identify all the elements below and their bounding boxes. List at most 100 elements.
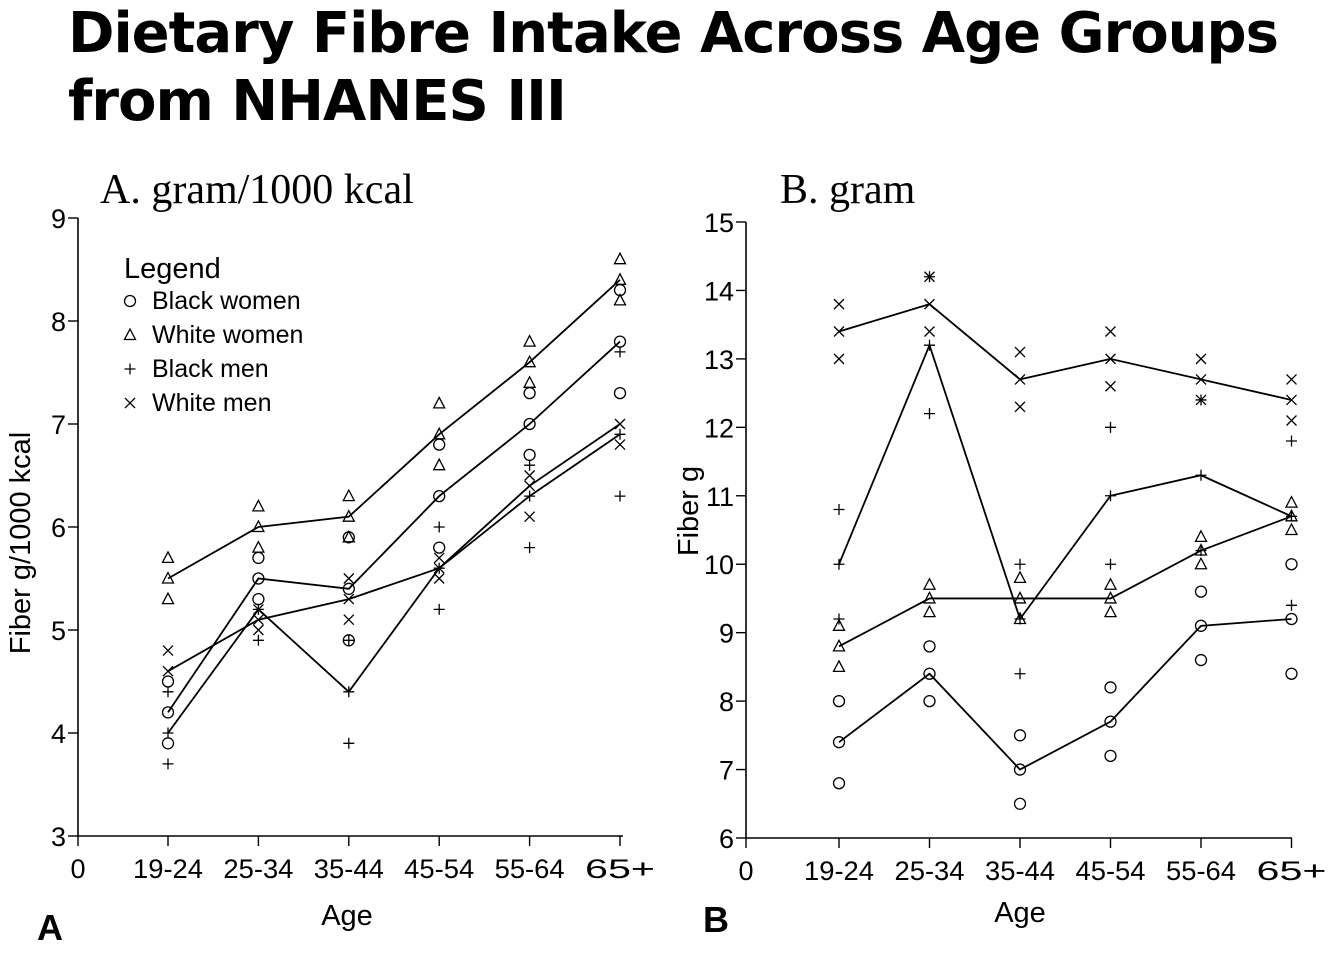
b-point-black-men: [1105, 490, 1116, 502]
b-x-tick-label: 25-34: [895, 856, 965, 886]
a-point-white-women: [161, 571, 175, 584]
a-point-black-women: [342, 582, 355, 595]
a-series-line-white-women: [167, 279, 621, 580]
b-point-white-men: [833, 326, 845, 337]
b-y-tick-label: 10: [704, 550, 734, 580]
b-scatter-point-white-women: [1013, 611, 1027, 625]
a-scatter-point-black-women: [252, 592, 265, 606]
a-scatter-point-white-men: [524, 470, 536, 481]
a-scatter-point-white-women: [613, 292, 627, 306]
a-scatter-point-black-women: [342, 531, 355, 544]
a-x-tick-label: 25-34: [223, 854, 293, 884]
b-y-tick-label: 14: [704, 276, 734, 306]
a-legend-label-white-women: White women: [152, 321, 303, 349]
b-scatter-point-black-men: [1286, 599, 1297, 611]
a-scatter-point-black-men: [433, 603, 445, 615]
b-scatter-point-black-men: [924, 271, 935, 283]
a-series-black-men: [162, 346, 626, 770]
a-scatter-point-black-men: [162, 758, 174, 770]
a-scatter-point-black-men: [162, 686, 174, 698]
b-scatter-point-black-women: [1104, 749, 1117, 763]
b-scatter-point-white-women: [922, 577, 937, 590]
title-line-2: from NHANES III: [68, 69, 567, 134]
a-x-tick-label: 35-44: [314, 854, 384, 884]
a-scatter-point-white-men: [343, 614, 355, 626]
b-y-tick-label: 12: [704, 413, 734, 443]
a-scatter-point-white-women: [251, 540, 265, 553]
a-series-line-white-men: [167, 423, 621, 672]
b-point-white-men: [924, 298, 935, 310]
a-y-tick-label: 3: [51, 822, 66, 852]
a-legend-label-black-women: Black women: [152, 287, 301, 315]
a-legend-marker-white-men: [124, 397, 136, 409]
a-scatter-point-black-women: [161, 737, 175, 750]
a-legend-label-black-men: Black men: [152, 355, 269, 383]
b-point-black-women: [1013, 763, 1027, 776]
b-y-tick-label: 11: [706, 482, 734, 512]
a-scatter-point-black-women: [161, 675, 175, 688]
b-x-tick-label: 19-24: [804, 856, 874, 886]
b-scatter-point-black-men: [1105, 558, 1116, 570]
b-y-axis-label: Fiber g: [673, 466, 705, 556]
b-scatter-point-white-women: [922, 604, 937, 618]
b-scatter-point-black-women: [1013, 729, 1027, 742]
b-scatter-point-black-women: [832, 777, 846, 790]
a-scatter-point-black-men: [433, 521, 445, 533]
b-point-white-women: [1194, 543, 1208, 556]
b-scatter-point-white-men: [833, 298, 845, 310]
a-scatter-point-white-women: [251, 498, 265, 512]
panel-a-subtitle: A. gram/1000 kcal: [100, 167, 414, 213]
panel-a: A. gram/1000 kcal A 3 4 5 6 7 8 9 0 19-24 25-34 35…: [5, 167, 655, 948]
b-point-white-men: [1014, 373, 1026, 385]
a-scatter-point-white-men: [433, 552, 445, 564]
a-scatter-point-white-men: [524, 511, 536, 523]
a-series-line-black-women: [167, 340, 621, 713]
b-scatter-point-white-women: [1013, 570, 1027, 584]
b-scatter-point-white-women: [1194, 529, 1208, 542]
a-scatter-point-white-women: [161, 591, 175, 605]
b-series-line-black-men: [838, 342, 1292, 621]
a-point-white-men: [614, 418, 626, 430]
b-series-white-men: [833, 271, 1297, 426]
b-scatter-point-black-women: [1285, 667, 1298, 680]
b-y-tick-label: 9: [719, 619, 734, 649]
b-point-black-women: [832, 736, 846, 749]
b-series-line-white-women: [838, 515, 1292, 648]
b-point-white-men: [1105, 353, 1116, 365]
panel-a-letter: A: [37, 907, 63, 948]
a-point-black-men: [343, 686, 355, 698]
a-scatter-point-white-men: [433, 573, 445, 584]
a-point-black-men: [162, 727, 174, 739]
a-scatter-point-white-women: [161, 550, 175, 564]
b-scatter-point-black-men: [1195, 394, 1207, 406]
a-point-white-men: [343, 593, 355, 605]
b-scatter-point-white-women: [832, 618, 846, 631]
b-point-white-men: [1286, 394, 1297, 406]
a-legend-label-white-men: White men: [152, 389, 271, 417]
b-x-tick-label: 35-44: [985, 856, 1055, 886]
b-scatter-point-white-men: [1195, 353, 1207, 365]
a-scatter-point-black-men: [524, 459, 536, 471]
a-scatter-point-white-men: [343, 573, 355, 584]
b-scatter-point-white-women: [1284, 522, 1299, 536]
a-point-black-men: [524, 490, 536, 502]
a-scatter-point-black-women: [433, 541, 446, 554]
a-x-tick-label: 19-24: [133, 854, 203, 884]
a-x-tick-label: 55-64: [495, 854, 565, 884]
b-x-tick-label: 45-54: [1076, 856, 1146, 886]
b-y-tick-label: 13: [704, 345, 734, 375]
b-scatter-point-black-women: [923, 640, 936, 653]
b-scatter-point-white-men: [1014, 401, 1026, 413]
b-scatter-point-white-men: [1105, 326, 1116, 337]
b-point-white-women: [832, 638, 846, 652]
a-x-origin-label: 0: [70, 854, 85, 884]
b-series-line-black-women: [838, 618, 1292, 771]
a-point-white-women: [523, 354, 537, 368]
b-scatter-point-black-women: [832, 694, 846, 708]
b-scatter-point-black-women: [1194, 653, 1208, 667]
title-line-1: Dietary Fibre Intake Across Age Groups: [68, 1, 1279, 66]
a-scatter-point-white-men: [614, 439, 626, 451]
b-scatter-point-black-women: [1194, 585, 1208, 598]
b-series-black-women: [832, 558, 1298, 810]
